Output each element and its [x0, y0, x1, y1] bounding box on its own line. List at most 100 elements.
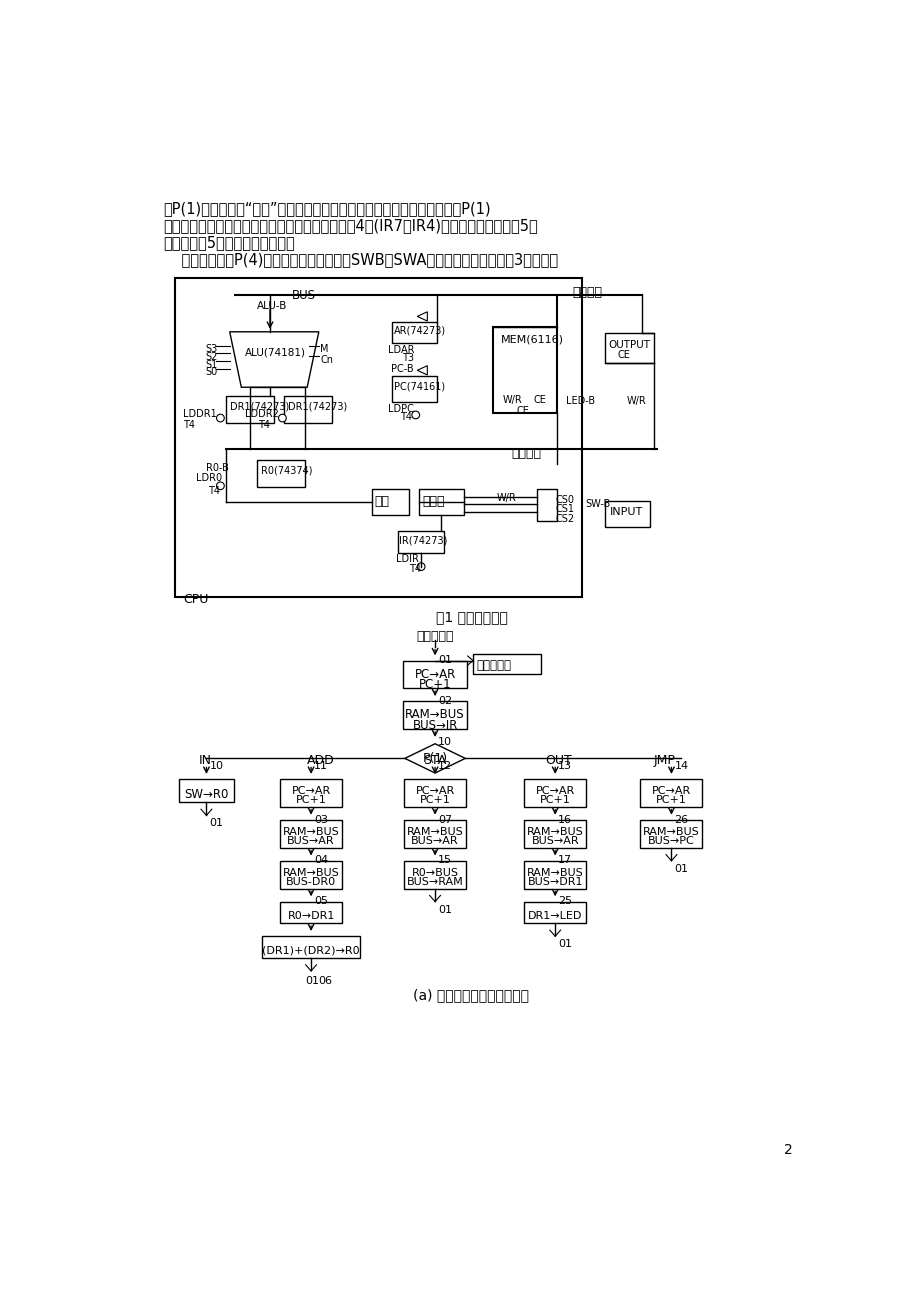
Text: LDAR: LDAR — [388, 345, 414, 355]
Bar — [403, 779, 466, 807]
Bar — [392, 376, 437, 402]
Bar — [179, 779, 233, 802]
Text: S0: S0 — [205, 367, 217, 378]
Text: S3: S3 — [205, 344, 217, 354]
Bar — [403, 702, 466, 729]
Text: CE: CE — [533, 395, 546, 405]
Text: 八进制地址: 八进制地址 — [476, 659, 511, 672]
Text: 10: 10 — [437, 737, 451, 747]
Text: RAM→BUS: RAM→BUS — [406, 827, 463, 837]
Text: (DR1)+(DR2)→R0: (DR1)+(DR2)→R0 — [262, 945, 359, 956]
Bar — [524, 861, 585, 888]
Text: PC+1: PC+1 — [295, 796, 326, 806]
Text: R0(74374): R0(74374) — [260, 466, 312, 475]
Text: 时序: 时序 — [374, 495, 390, 508]
Text: 25: 25 — [558, 896, 572, 906]
Text: 12: 12 — [437, 762, 452, 772]
Text: BUS→AR: BUS→AR — [411, 836, 459, 846]
Text: CS2: CS2 — [554, 513, 573, 523]
Text: 04: 04 — [313, 855, 328, 866]
Text: 分支，占用5个固定微地址单元。: 分支，占用5个固定微地址单元。 — [163, 234, 294, 250]
Text: 的测试结果出现多路分支。本机用指令寄存器的前4位(IR7－IR4)作为测试条件，出现5路: 的测试结果出现多路分支。本机用指令寄存器的前4位(IR7－IR4)作为测试条件，… — [163, 217, 538, 233]
Text: BUS→RAM: BUS→RAM — [406, 878, 463, 887]
Text: 控制台操作为P(4)测试，它以控制台开关SWB，SWA作为测试条件，出现了3路分支，: 控制台操作为P(4)测试，它以控制台开关SWB，SWA作为测试条件，出现了3路分… — [163, 251, 558, 267]
Text: W/R: W/R — [495, 493, 516, 504]
Text: RAM→BUS: RAM→BUS — [642, 827, 699, 837]
Text: OUT: OUT — [545, 754, 572, 767]
Text: PC-B: PC-B — [391, 365, 413, 374]
Text: CE: CE — [617, 350, 630, 361]
Text: 07: 07 — [437, 815, 452, 824]
Text: DR1→LED: DR1→LED — [528, 911, 582, 921]
Text: 数据总线: 数据总线 — [511, 448, 541, 461]
Text: OUTPUT: OUTPUT — [608, 340, 650, 349]
Text: IN: IN — [199, 754, 211, 767]
Text: 图1 数据通路框图: 图1 数据通路框图 — [435, 611, 507, 625]
Text: PC→AR: PC→AR — [415, 786, 454, 796]
Text: 运行微程序: 运行微程序 — [416, 630, 453, 643]
Text: PC+1: PC+1 — [655, 796, 686, 806]
Bar — [493, 327, 556, 414]
Bar — [262, 936, 359, 958]
Bar — [256, 461, 304, 487]
Text: RAM→BUS: RAM→BUS — [282, 867, 339, 878]
Text: R0-B: R0-B — [206, 462, 229, 473]
Text: SW→R0: SW→R0 — [184, 788, 229, 801]
Text: 01: 01 — [210, 819, 223, 828]
Text: PC→AR: PC→AR — [652, 786, 690, 796]
Text: PC→AR: PC→AR — [535, 786, 574, 796]
Text: DR1(74273): DR1(74273) — [230, 401, 289, 411]
Text: 01: 01 — [305, 975, 319, 986]
Text: CPU: CPU — [183, 592, 209, 605]
Polygon shape — [417, 311, 426, 322]
Bar — [372, 488, 409, 516]
Bar — [403, 820, 466, 848]
Text: INPUT: INPUT — [608, 508, 642, 517]
Text: 13: 13 — [558, 762, 572, 772]
Text: 10: 10 — [210, 762, 223, 772]
Circle shape — [216, 482, 224, 490]
Text: 16: 16 — [558, 815, 572, 824]
Text: CE: CE — [516, 406, 528, 417]
Bar — [604, 333, 653, 362]
Circle shape — [417, 562, 425, 570]
Text: BUS-DR0: BUS-DR0 — [286, 878, 335, 887]
Text: RAM→BUS: RAM→BUS — [527, 827, 583, 837]
Text: BUS: BUS — [291, 289, 315, 302]
Text: STA: STA — [423, 754, 447, 767]
Text: T4: T4 — [258, 419, 270, 430]
Bar — [418, 488, 463, 516]
Text: DR1(74273): DR1(74273) — [288, 401, 346, 411]
Text: LDR0: LDR0 — [196, 474, 221, 483]
Text: 14: 14 — [674, 762, 688, 772]
Text: 17: 17 — [558, 855, 572, 866]
Text: 为P(1)测试。由于“取指”微指令是所有微程序都使用的公用微指令，因此P(1): 为P(1)测试。由于“取指”微指令是所有微程序都使用的公用微指令，因此P(1) — [163, 201, 490, 216]
Bar — [225, 397, 274, 423]
Text: BUS→DR1: BUS→DR1 — [527, 878, 583, 887]
Text: 地址总线: 地址总线 — [572, 285, 602, 298]
Text: ADD: ADD — [307, 754, 335, 767]
Text: RAM→BUS: RAM→BUS — [405, 708, 464, 721]
Text: S1: S1 — [205, 359, 217, 370]
Text: CS0: CS0 — [554, 495, 573, 505]
Text: LDPC: LDPC — [388, 404, 414, 414]
Bar — [604, 501, 649, 527]
Text: T4: T4 — [409, 564, 421, 574]
Bar — [403, 660, 466, 689]
Text: 02: 02 — [437, 697, 452, 706]
Circle shape — [412, 411, 419, 419]
Bar — [279, 901, 342, 923]
Text: T4: T4 — [208, 486, 220, 496]
Text: W/R: W/R — [502, 395, 522, 405]
Polygon shape — [230, 332, 319, 387]
Bar — [640, 779, 702, 807]
Bar — [472, 655, 540, 674]
Text: JMP: JMP — [652, 754, 675, 767]
Text: ALU-B: ALU-B — [256, 301, 287, 311]
Text: 15: 15 — [437, 855, 451, 866]
Text: Cn: Cn — [320, 355, 333, 365]
Polygon shape — [404, 743, 465, 773]
Bar — [524, 901, 585, 923]
Text: LDIR: LDIR — [395, 555, 418, 564]
Text: BUS→AR: BUS→AR — [287, 836, 335, 846]
